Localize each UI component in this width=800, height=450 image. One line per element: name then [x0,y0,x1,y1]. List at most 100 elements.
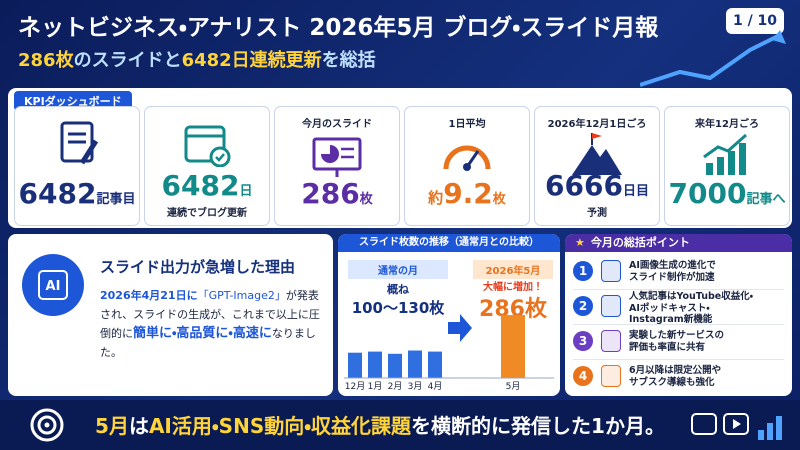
footer-part: を横断的に発信した1か月。 [411,414,665,438]
body-highlight: 簡単に・高品質に・高速に [133,326,272,341]
item-line: 評価も率直に共有 [629,341,706,353]
bar [368,351,382,378]
reason-body: 2026年4月21日に「GPT-Image2」が発表され、スライドの生成が、これ… [100,286,322,362]
card-heading: 今月のスライド [302,119,372,130]
subtitle-highlight: 6482日連続更新 [181,50,322,71]
normal-label: 通常の月 [348,260,448,279]
item-icon [601,365,621,387]
subtitle-highlight: 286枚 [18,50,74,71]
value-unit: 枚 [492,192,506,207]
may-callout: 大幅に増加！ [483,282,543,293]
points-title: 今月の総括ポイント [590,236,690,249]
item-icon [601,260,621,282]
item-text: AI画像生成の進化で スライド制作が加速 [629,260,789,283]
target-icon [30,408,64,442]
footer-highlight: 5月 [95,414,129,438]
card-icon [572,133,622,175]
points-header: ★ 今月の総括ポイント [565,234,792,252]
bar [501,315,525,378]
trend-title: スライド枚数の推移（通常月との比較） [338,234,560,252]
card-value: 6666 [545,169,623,202]
card-value-row: 6482記事目 [15,177,139,210]
item-line: AIポッドキャスト・ [629,302,710,314]
card-value: 9.2 [443,177,493,210]
card-value-row: 6666日目 [535,169,659,202]
card-icon [703,133,747,175]
value-prefix: 約 [428,189,444,207]
kpi-card: 6482記事目 [14,106,140,226]
normal-approx: 概ね [387,283,409,296]
card-icon [312,137,362,177]
item-text: 実験した新サービスの 評価も率直に共有 [629,330,789,353]
divider [573,359,784,360]
item-line: Instagram新機能 [629,314,713,325]
footer-part: は [128,414,149,438]
body-date: 2026年4月21日に [100,289,198,302]
card-heading: 1日平均 [448,119,486,130]
card-heading: 来年12月ごろ [695,119,759,130]
card-icon [60,121,99,165]
kpi-card: 来年12月ごろ 7000記事へ [664,106,790,226]
page-number: 1 / 10 [726,8,784,34]
divider [573,289,784,290]
card-icon [184,125,231,167]
body-text: なりました。 [100,327,316,359]
x-tick-label: 3月 [408,381,423,392]
x-tick-label: 1月 [368,381,383,392]
card-heading: 2026年12月1日ごろ [547,119,647,130]
item-text: 人気記事はYouTube収益化・ AIポッドキャスト・ Instagram新機能 [629,291,789,326]
bar [408,350,422,378]
bar [388,353,402,378]
item-line: スライド制作が加速 [629,271,715,283]
value-unit: 日 [239,184,253,199]
card-value: 6482 [18,177,97,210]
bar [428,351,442,378]
may-label: 2026年5月 [473,260,553,279]
reason-title: スライド出力が急増した理由 [100,258,296,276]
ai-icon: AI [22,254,84,316]
item-line: 実験した新サービスの [629,330,725,341]
title: ネットビジネス・アナリスト 2026年5月 ブログ・スライド月報 [18,15,659,41]
body-highlight: 「GPT-Image2」 [197,289,286,302]
card-value: 6482 [161,169,240,202]
card-icon [443,145,491,171]
kpi-card: 6482日連続でブログ更新 [144,106,270,226]
kpi-card: 1日平均約9.2枚 [404,106,530,226]
x-tick-label: 12月 [345,381,365,392]
item-number: 2 [573,296,593,316]
item-line: サブスク導線も強化 [629,376,715,388]
item-icon [601,330,621,352]
item-line: AI画像生成の進化で [629,260,716,271]
item-number: 4 [573,366,593,386]
bar [348,352,362,378]
divider [573,324,784,325]
value-unit: 枚 [359,192,373,207]
subtitle: 286枚のスライドと6482日連続更新を総括 [18,46,376,72]
normal-range: 100〜130枚 [351,299,445,317]
card-value-row: 約9.2枚 [405,177,529,210]
subtitle-text: のスライドと [73,50,182,71]
footer: 5月はAI活用・SNS動向・収益化課題を横断的に発信した1か月。 [0,400,800,450]
body-text: が発表され、スライドの生成が、これまで以上に圧倒的に [100,289,320,340]
subtitle-text: を総括 [321,50,376,71]
item-number: 3 [573,331,593,351]
value-unit: 日目 [622,184,649,199]
kpi-card: 2026年12月1日ごろ 6666日目予測 [534,106,660,226]
card-value-row: 7000記事へ [665,177,789,210]
arrow [448,314,472,342]
item-line: 6月以降は限定公開や [629,365,722,376]
star: ★ [575,236,585,249]
x-tick-label: 5月 [506,381,521,392]
card-note: 連続でブログ更新 [167,208,247,219]
trend-chart: 12月 1月 2月 3月 4月 5月 [344,314,554,392]
footer-highlight: AI活用・SNS動向・収益化課題 [148,414,412,438]
card-note: 予測 [587,208,607,219]
item-icon [601,295,621,317]
reason-panel: AI スライド出力が急増した理由 2026年4月21日に「GPT-Image2」… [8,234,333,396]
growth-decoration [640,30,786,87]
kpi-card: 今月のスライド 286枚 [274,106,400,226]
card-value-row: 6482日 [145,169,269,202]
card-value: 286 [301,177,360,210]
points-panel: ★ 今月の総括ポイント 1 AI画像生成の進化で スライド制作が加速 2 人気記事はYou… [565,234,792,396]
